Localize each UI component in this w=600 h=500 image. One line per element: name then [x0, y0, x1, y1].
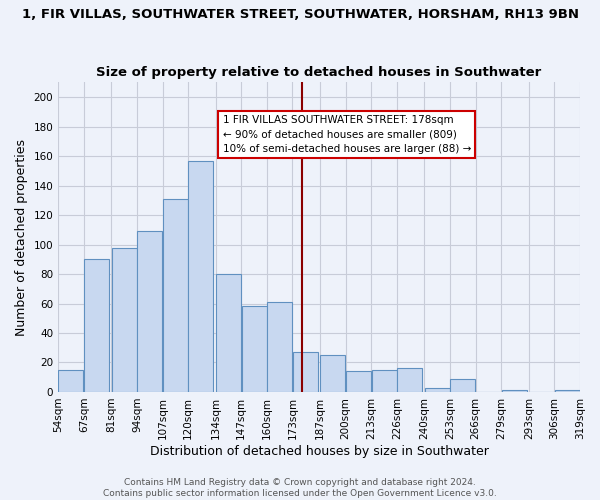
Bar [84, 260, 109, 392]
Bar [346, 372, 371, 392]
Text: Contains HM Land Registry data © Crown copyright and database right 2024.
Contai: Contains HM Land Registry data © Crown c… [103, 478, 497, 498]
Bar [397, 368, 422, 392]
Bar [425, 388, 450, 392]
Bar [112, 248, 137, 392]
Bar [58, 370, 83, 392]
Bar [320, 355, 346, 392]
Title: Size of property relative to detached houses in Southwater: Size of property relative to detached ho… [97, 66, 542, 78]
Bar [242, 306, 266, 392]
Text: 1 FIR VILLAS SOUTHWATER STREET: 178sqm
← 90% of detached houses are smaller (809: 1 FIR VILLAS SOUTHWATER STREET: 178sqm ←… [223, 115, 471, 154]
Bar [188, 160, 214, 392]
Y-axis label: Number of detached properties: Number of detached properties [15, 138, 28, 336]
Bar [451, 378, 475, 392]
Bar [267, 302, 292, 392]
Bar [554, 390, 580, 392]
Bar [371, 370, 397, 392]
Bar [502, 390, 527, 392]
Bar [293, 352, 318, 392]
Text: 1, FIR VILLAS, SOUTHWATER STREET, SOUTHWATER, HORSHAM, RH13 9BN: 1, FIR VILLAS, SOUTHWATER STREET, SOUTHW… [22, 8, 578, 20]
Bar [163, 199, 188, 392]
Bar [216, 274, 241, 392]
Bar [137, 232, 162, 392]
X-axis label: Distribution of detached houses by size in Southwater: Distribution of detached houses by size … [149, 444, 488, 458]
